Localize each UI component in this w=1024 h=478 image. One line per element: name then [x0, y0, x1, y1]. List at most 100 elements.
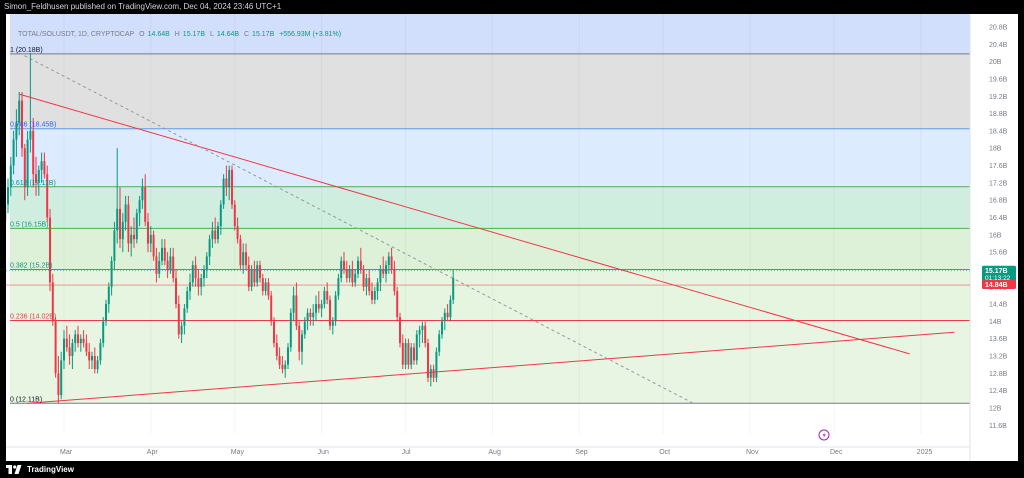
candle-body: [382, 269, 385, 274]
time-tick-label: May: [231, 449, 245, 456]
price-tick-label: 12.8B: [989, 371, 1008, 378]
symbol-legend: TOTAL/SOLUSDT, 1D, CRYPTOCAP O 14.64B H 15…: [18, 31, 344, 38]
candle-body: [385, 265, 387, 274]
candle-body: [43, 161, 46, 175]
candle-body: [23, 148, 26, 188]
candle-body: [236, 226, 239, 240]
candle-body: [446, 312, 449, 318]
candle-body: [144, 187, 147, 222]
price-tick-label: 14B: [989, 319, 1002, 326]
candle-body: [331, 321, 334, 326]
candle-body: [323, 291, 326, 305]
fib-zone: [10, 128, 970, 187]
candles[interactable]: [6, 52, 455, 404]
candle-body: [172, 256, 175, 279]
candle-body: [105, 304, 107, 322]
candle-body: [449, 299, 452, 318]
candle-body: [345, 269, 348, 279]
price-badge-label: 14.84B: [985, 282, 1008, 289]
candle-body: [320, 304, 323, 309]
candle-body: [418, 330, 421, 335]
time-tick-label: Jul: [402, 449, 411, 456]
candle-body: [264, 282, 267, 292]
publish-attribution: Simon_Feldhusen published on TradingView…: [4, 2, 282, 11]
candle-body: [259, 265, 261, 279]
symbol-label: TOTAL/SOLUSDT, 1D, CRYPTOCAP: [18, 31, 135, 38]
candle-body: [407, 343, 410, 365]
candle-body: [429, 369, 432, 378]
tradingview-branding[interactable]: TradingView: [6, 464, 74, 475]
candle-body: [130, 234, 133, 244]
candle-body: [278, 356, 281, 365]
candle-body: [250, 269, 253, 287]
price-tick-label: 17.6B: [989, 163, 1008, 170]
candle-body: [427, 343, 429, 378]
candle-body: [116, 208, 119, 231]
price-tick-label: 20B: [989, 59, 1002, 66]
trendlines[interactable]: [18, 52, 955, 405]
candle-body: [309, 312, 312, 318]
price-tick-label: 16.8B: [989, 198, 1008, 205]
candle-body: [376, 282, 379, 292]
time-tick-label: Jun: [318, 449, 329, 456]
candle-body: [200, 278, 203, 287]
chart-frame[interactable]: 1 (20.18B) 0.786 (18.45B) 0.618 (17.11B) 0.…: [6, 14, 1018, 461]
candle-body: [63, 338, 65, 361]
candle-body: [303, 321, 306, 335]
price-tick-label: 16.4B: [989, 215, 1008, 222]
price-tick-label: 16B: [989, 232, 1002, 239]
candle-body: [312, 312, 315, 318]
tradingview-logo-icon: [6, 465, 22, 474]
candle-body: [46, 174, 49, 218]
fib-label: 0.618 (17.11B): [10, 180, 56, 187]
candle-body: [149, 234, 152, 244]
high-value: 15.17B: [182, 31, 205, 38]
candle-body: [413, 347, 415, 361]
time-tick-label: Mar: [60, 449, 73, 456]
candle-body: [298, 325, 301, 352]
candle-body: [228, 169, 231, 188]
candle-body: [379, 269, 382, 283]
price-tick-label: 13.6B: [989, 336, 1008, 343]
candle-body: [91, 356, 93, 361]
candle-body: [219, 204, 222, 227]
candle-body: [135, 213, 138, 240]
price-tick-label: 15.6B: [989, 250, 1008, 257]
fib-zone: [10, 269, 970, 321]
candle-body: [247, 265, 250, 287]
candle-body: [334, 295, 337, 322]
candle-body: [88, 351, 91, 361]
candle-body: [368, 278, 371, 292]
price-tick-label: 19.2B: [989, 94, 1008, 101]
candle-body: [127, 204, 130, 244]
fib-retracement[interactable]: [10, 14, 970, 404]
candle-body: [169, 256, 172, 270]
time-axis[interactable]: Mar Apr May Jun Jul Aug Sep Oct Nov Dec 2025: [6, 446, 970, 456]
price-axis[interactable]: 20.8B 20.4B 20B 19.6B 19.2B 18.8B 18.4B 18B 17.6…: [969, 14, 1008, 461]
candle-body: [74, 334, 77, 344]
candle-body: [99, 343, 102, 361]
candle-body: [93, 356, 96, 370]
candle-body: [329, 299, 331, 326]
trendline: [18, 52, 695, 405]
candle-body: [133, 234, 135, 240]
candle-body: [432, 369, 435, 378]
candle-body: [102, 321, 105, 344]
open-label: O: [139, 31, 145, 38]
price-badge-timer: 01:13:22: [985, 275, 1011, 282]
candlestick-chart[interactable]: 1 (20.18B) 0.786 (18.45B) 0.618 (17.11B) 0.…: [6, 14, 1018, 461]
candle-body: [68, 347, 71, 357]
low-value: 14.64B: [216, 31, 240, 38]
candle-body: [107, 286, 110, 305]
candle-body: [231, 169, 233, 205]
price-badge: [982, 265, 1016, 282]
fib-zone: [10, 53, 970, 129]
candle-body: [35, 174, 37, 183]
candle-body: [119, 208, 121, 240]
candle-body: [390, 256, 393, 270]
candle-body: [141, 187, 144, 201]
candle-body: [438, 334, 441, 352]
candle-body: [267, 282, 270, 296]
candle-body: [317, 304, 320, 309]
